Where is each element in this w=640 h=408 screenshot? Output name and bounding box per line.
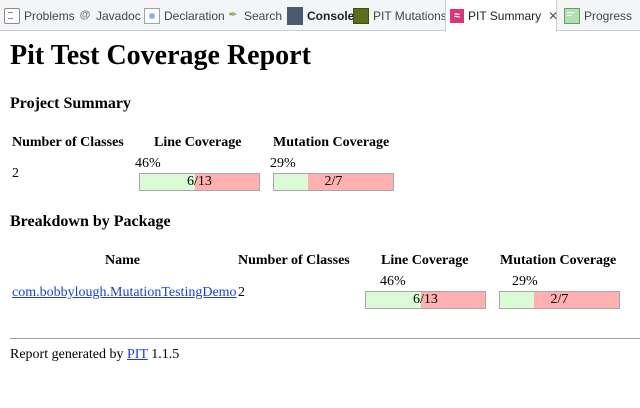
- breakdown-line-coverage-fill: [366, 292, 421, 308]
- summary-line-coverage-fill: [140, 174, 195, 190]
- footer-version: 1.1.5: [151, 347, 180, 362]
- progress-icon: [564, 7, 580, 24]
- summary-header-mutation-coverage: Mutation Coverage: [273, 135, 390, 150]
- tab-progress-label: Progress: [584, 8, 633, 23]
- summary-header-line-coverage: Line Coverage: [154, 135, 242, 150]
- breakdown-mutation-percent: 29%: [512, 274, 538, 289]
- summary-line-coverage-bar: 6/13: [139, 173, 260, 191]
- breakdown-heading: Breakdown by Package: [10, 213, 171, 230]
- footer-divider: [10, 338, 640, 339]
- tab-javadoc-label: Javadoc: [96, 8, 141, 23]
- package-link[interactable]: com.bobbylough.MutationTestingDemo: [12, 285, 237, 300]
- tab-declaration-label: Declaration: [164, 8, 225, 23]
- breakdown-line-coverage-bar: 6/13: [365, 291, 486, 309]
- console-icon: [287, 6, 303, 25]
- view-tab-bar: Problems @ Javadoc Declaration ✒ Search …: [0, 0, 640, 32]
- breakdown-header-name: Name: [105, 253, 140, 268]
- pit-summary-icon: ≈: [450, 9, 464, 23]
- breakdown-mutation-coverage-fill: [500, 292, 534, 308]
- breakdown-header-classes: Number of Classes: [238, 253, 350, 268]
- summary-mutation-coverage-fill: [274, 174, 308, 190]
- tab-console-label: Console: [307, 8, 355, 23]
- summary-mutation-coverage-bar: 2/7: [273, 173, 394, 191]
- breakdown-mutation-coverage-bar: 2/7: [499, 291, 620, 309]
- close-icon[interactable]: ✕: [548, 9, 559, 23]
- breakdown-classes-value: 2: [238, 285, 245, 300]
- breakdown-line-coverage-label: 6/13: [413, 292, 438, 307]
- summary-line-percent: 46%: [135, 156, 161, 171]
- breakdown-header-line-coverage: Line Coverage: [381, 253, 469, 268]
- tab-pit-mutations[interactable]: PIT Mutations: [349, 0, 447, 31]
- tab-progress[interactable]: Progress: [560, 0, 632, 31]
- footer-prefix: Report generated by: [10, 347, 124, 362]
- at-icon: @: [79, 9, 91, 21]
- tab-javadoc[interactable]: @ Javadoc: [74, 0, 141, 31]
- breakdown-line-percent: 46%: [380, 274, 406, 289]
- summary-mutation-coverage-label: 2/7: [324, 174, 343, 189]
- tab-problems-label: Problems: [24, 8, 75, 23]
- tab-problems[interactable]: Problems: [0, 0, 75, 31]
- breakdown-mutation-coverage-label: 2/7: [550, 292, 569, 307]
- tab-console[interactable]: Console: [283, 0, 354, 31]
- tab-declaration[interactable]: Declaration: [140, 0, 225, 31]
- problems-icon: [4, 7, 20, 24]
- summary-line-coverage-label: 6/13: [187, 174, 212, 189]
- declaration-icon: [144, 7, 160, 24]
- pit-link[interactable]: PIT: [127, 347, 148, 362]
- pit-mutations-icon: [353, 7, 369, 24]
- footer: Report generated by PIT 1.1.5: [10, 347, 179, 363]
- search-icon: ✒: [228, 9, 238, 21]
- tab-pit-summary-label: PIT Summary: [468, 9, 542, 23]
- tab-search[interactable]: ✒ Search: [222, 0, 282, 31]
- summary-header-classes: Number of Classes: [12, 135, 124, 150]
- tab-pit-summary[interactable]: ≈ PIT Summary ✕: [445, 0, 559, 32]
- summary-classes-value: 2: [12, 166, 19, 181]
- breakdown-header-mutation-coverage: Mutation Coverage: [500, 253, 617, 268]
- summary-mutation-percent: 29%: [270, 156, 296, 171]
- tab-search-label: Search: [244, 8, 283, 23]
- report-title: Pit Test Coverage Report: [10, 40, 311, 71]
- project-summary-heading: Project Summary: [10, 95, 131, 112]
- tab-pit-mutations-label: PIT Mutations: [373, 8, 447, 23]
